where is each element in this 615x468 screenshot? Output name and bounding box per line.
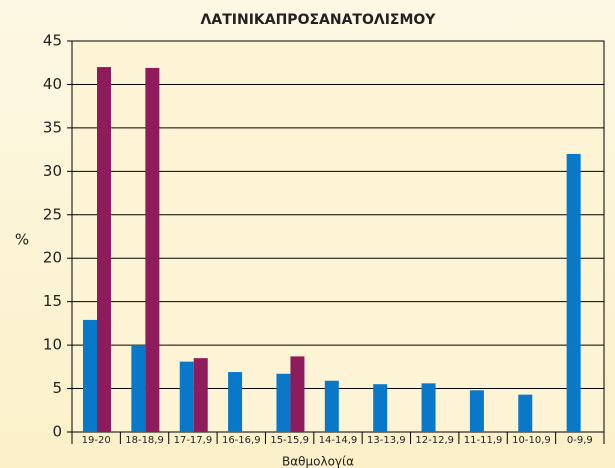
x-axis-label: Βαθμολογία — [282, 455, 354, 468]
y-tick-label: 15 — [43, 292, 62, 310]
y-tick-label: 25 — [43, 205, 62, 223]
y-tick-label: 0 — [52, 423, 62, 441]
x-tick-label: 17-17,9 — [174, 435, 213, 446]
bar — [276, 373, 291, 432]
bar — [566, 153, 581, 432]
y-tick-label: 45 — [43, 32, 62, 50]
bar — [228, 372, 243, 432]
x-tick-label: 16-16,9 — [222, 435, 261, 446]
x-tick-label: 13-13,9 — [367, 435, 406, 446]
y-axis-label: % — [15, 231, 29, 249]
bar — [421, 383, 436, 432]
x-tick-label: 12-12,9 — [415, 435, 454, 446]
bar — [193, 358, 208, 432]
bar — [518, 394, 533, 432]
x-tick-label: 18-18,9 — [125, 435, 164, 446]
x-tick-label: 14-14,9 — [319, 435, 358, 446]
bar — [324, 380, 339, 432]
bar — [290, 356, 305, 432]
plot-area — [71, 40, 605, 433]
bar — [97, 67, 111, 433]
bar — [179, 361, 194, 432]
y-tick-label: 20 — [43, 249, 62, 267]
bar — [131, 345, 146, 432]
y-tick-label: 30 — [43, 162, 62, 180]
y-tick-label: 10 — [43, 336, 62, 354]
bar — [83, 319, 97, 432]
x-tick-label: 11-11,9 — [464, 435, 503, 446]
bar — [145, 67, 160, 433]
x-tick-label: 10-10,9 — [512, 435, 551, 446]
x-tick-label: 19-20 — [82, 435, 111, 446]
chart-title: ΛΑΤΙΝΙΚΑΠΡΟΣΑΝΑΤΟΛΙΣΜΟΥ — [201, 12, 437, 28]
bar — [373, 384, 388, 432]
y-tick-label: 40 — [43, 75, 62, 93]
x-tick-label: 0-9,9 — [567, 435, 593, 446]
x-tick-label: 15-15,9 — [270, 435, 309, 446]
y-tick-label: 35 — [43, 118, 62, 136]
y-tick-label: 5 — [52, 379, 62, 397]
bar — [469, 390, 484, 432]
